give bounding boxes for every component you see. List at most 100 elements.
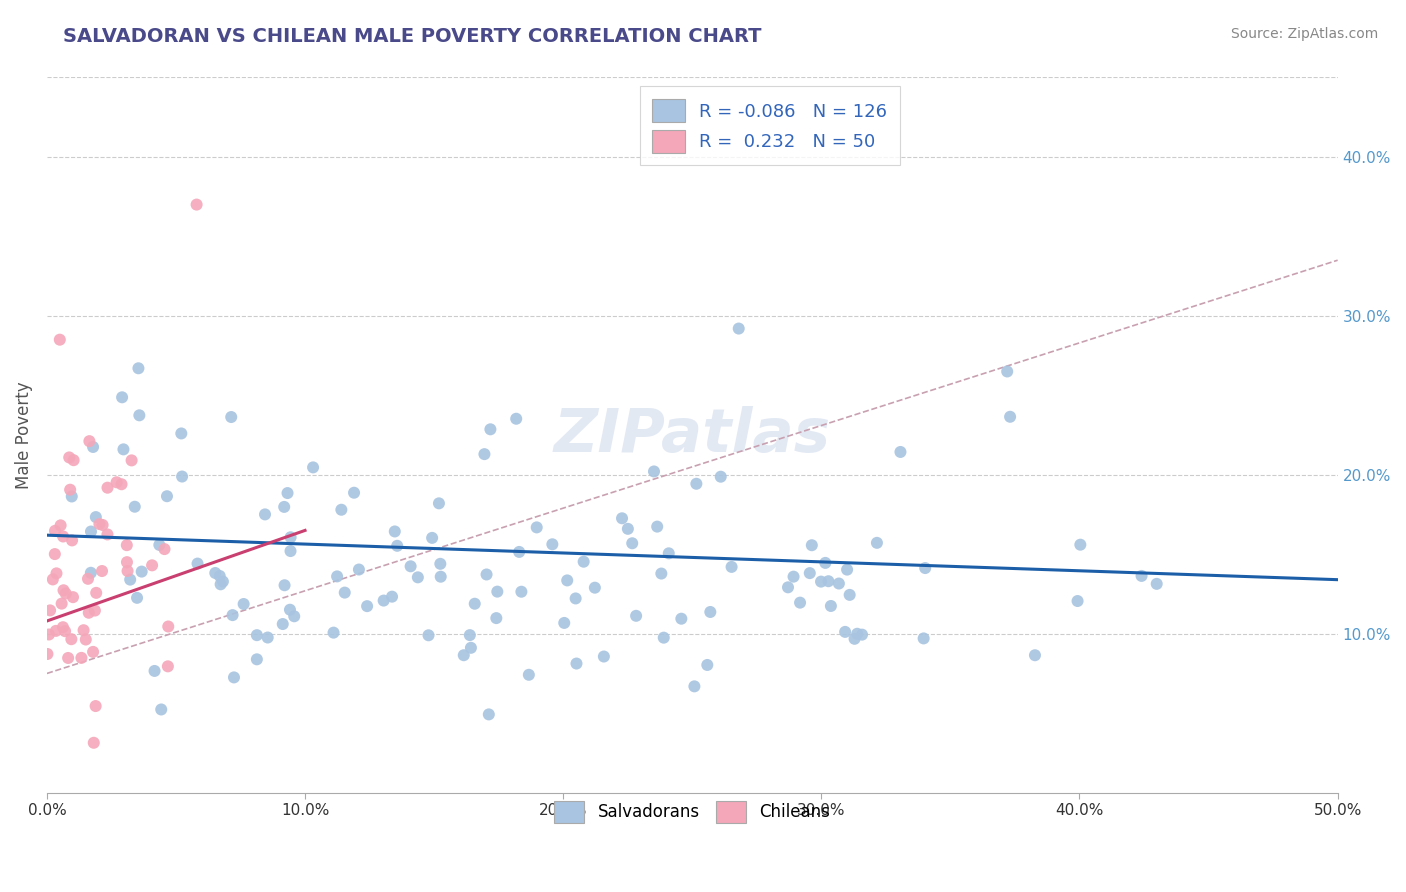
Point xyxy=(271,617,294,632)
Point xyxy=(621,536,644,550)
Point xyxy=(62,453,84,467)
Point xyxy=(280,544,302,558)
Point xyxy=(485,611,508,625)
Point xyxy=(53,624,76,639)
Point xyxy=(79,434,101,449)
Point xyxy=(96,527,118,541)
Point xyxy=(112,442,135,457)
Point xyxy=(273,578,295,592)
Point xyxy=(486,584,509,599)
Point xyxy=(302,460,325,475)
Point xyxy=(889,445,911,459)
Point xyxy=(828,576,851,591)
Point xyxy=(62,590,84,604)
Point xyxy=(326,569,349,583)
Point xyxy=(1066,594,1088,608)
Point xyxy=(799,566,821,581)
Point xyxy=(84,586,107,600)
Point xyxy=(37,647,59,661)
Point xyxy=(111,390,134,404)
Point xyxy=(39,603,62,617)
Point xyxy=(373,593,395,607)
Point xyxy=(683,679,706,693)
Point xyxy=(186,197,208,211)
Point xyxy=(565,657,588,671)
Point xyxy=(555,574,578,588)
Point xyxy=(80,566,103,580)
Point xyxy=(835,563,858,577)
Point xyxy=(219,410,242,425)
Point xyxy=(256,631,278,645)
Point xyxy=(553,615,575,630)
Legend: Salvadorans, Chileans: Salvadorans, Chileans xyxy=(543,789,842,834)
Point xyxy=(652,631,675,645)
Point xyxy=(776,580,799,594)
Point xyxy=(84,510,107,524)
Point xyxy=(105,475,128,490)
Point xyxy=(115,538,138,552)
Point xyxy=(221,608,243,623)
Point xyxy=(427,496,450,510)
Point xyxy=(115,555,138,569)
Point xyxy=(475,567,498,582)
Point xyxy=(834,624,856,639)
Point xyxy=(82,440,104,454)
Point xyxy=(817,574,839,589)
Point xyxy=(131,565,153,579)
Point xyxy=(91,564,114,578)
Point xyxy=(650,566,672,581)
Point xyxy=(458,628,481,642)
Point xyxy=(460,640,482,655)
Point xyxy=(204,566,226,580)
Point xyxy=(564,591,586,606)
Point xyxy=(127,361,149,376)
Point xyxy=(330,502,353,516)
Text: SALVADORAN VS CHILEAN MALE POVERTY CORRELATION CHART: SALVADORAN VS CHILEAN MALE POVERTY CORRE… xyxy=(63,27,762,45)
Point xyxy=(121,453,143,467)
Point xyxy=(782,569,804,583)
Point xyxy=(278,603,301,617)
Point xyxy=(1146,577,1168,591)
Point xyxy=(624,608,647,623)
Point xyxy=(60,533,83,548)
Point xyxy=(208,569,231,583)
Point xyxy=(844,632,866,646)
Point xyxy=(1069,538,1091,552)
Point xyxy=(381,590,404,604)
Point xyxy=(478,707,501,722)
Point xyxy=(526,520,548,534)
Point xyxy=(156,659,179,673)
Point xyxy=(157,619,180,633)
Text: Source: ZipAtlas.com: Source: ZipAtlas.com xyxy=(1230,27,1378,41)
Point xyxy=(505,411,527,425)
Point xyxy=(91,518,114,533)
Point xyxy=(866,536,889,550)
Point xyxy=(420,531,443,545)
Point xyxy=(42,573,65,587)
Point xyxy=(120,573,142,587)
Point xyxy=(124,500,146,514)
Point xyxy=(77,572,100,586)
Point xyxy=(429,557,451,571)
Point xyxy=(170,426,193,441)
Point xyxy=(710,469,733,483)
Point xyxy=(153,542,176,557)
Point xyxy=(789,596,811,610)
Point xyxy=(347,562,370,576)
Point xyxy=(49,518,72,533)
Point xyxy=(96,481,118,495)
Point xyxy=(418,628,440,642)
Point xyxy=(810,574,832,589)
Point xyxy=(222,670,245,684)
Point xyxy=(617,522,640,536)
Point xyxy=(453,648,475,663)
Point xyxy=(52,583,75,598)
Point xyxy=(51,597,73,611)
Point xyxy=(58,450,80,465)
Point xyxy=(172,469,194,483)
Point xyxy=(89,516,111,531)
Point xyxy=(429,570,451,584)
Point xyxy=(150,702,173,716)
Point xyxy=(141,558,163,573)
Point xyxy=(998,409,1021,424)
